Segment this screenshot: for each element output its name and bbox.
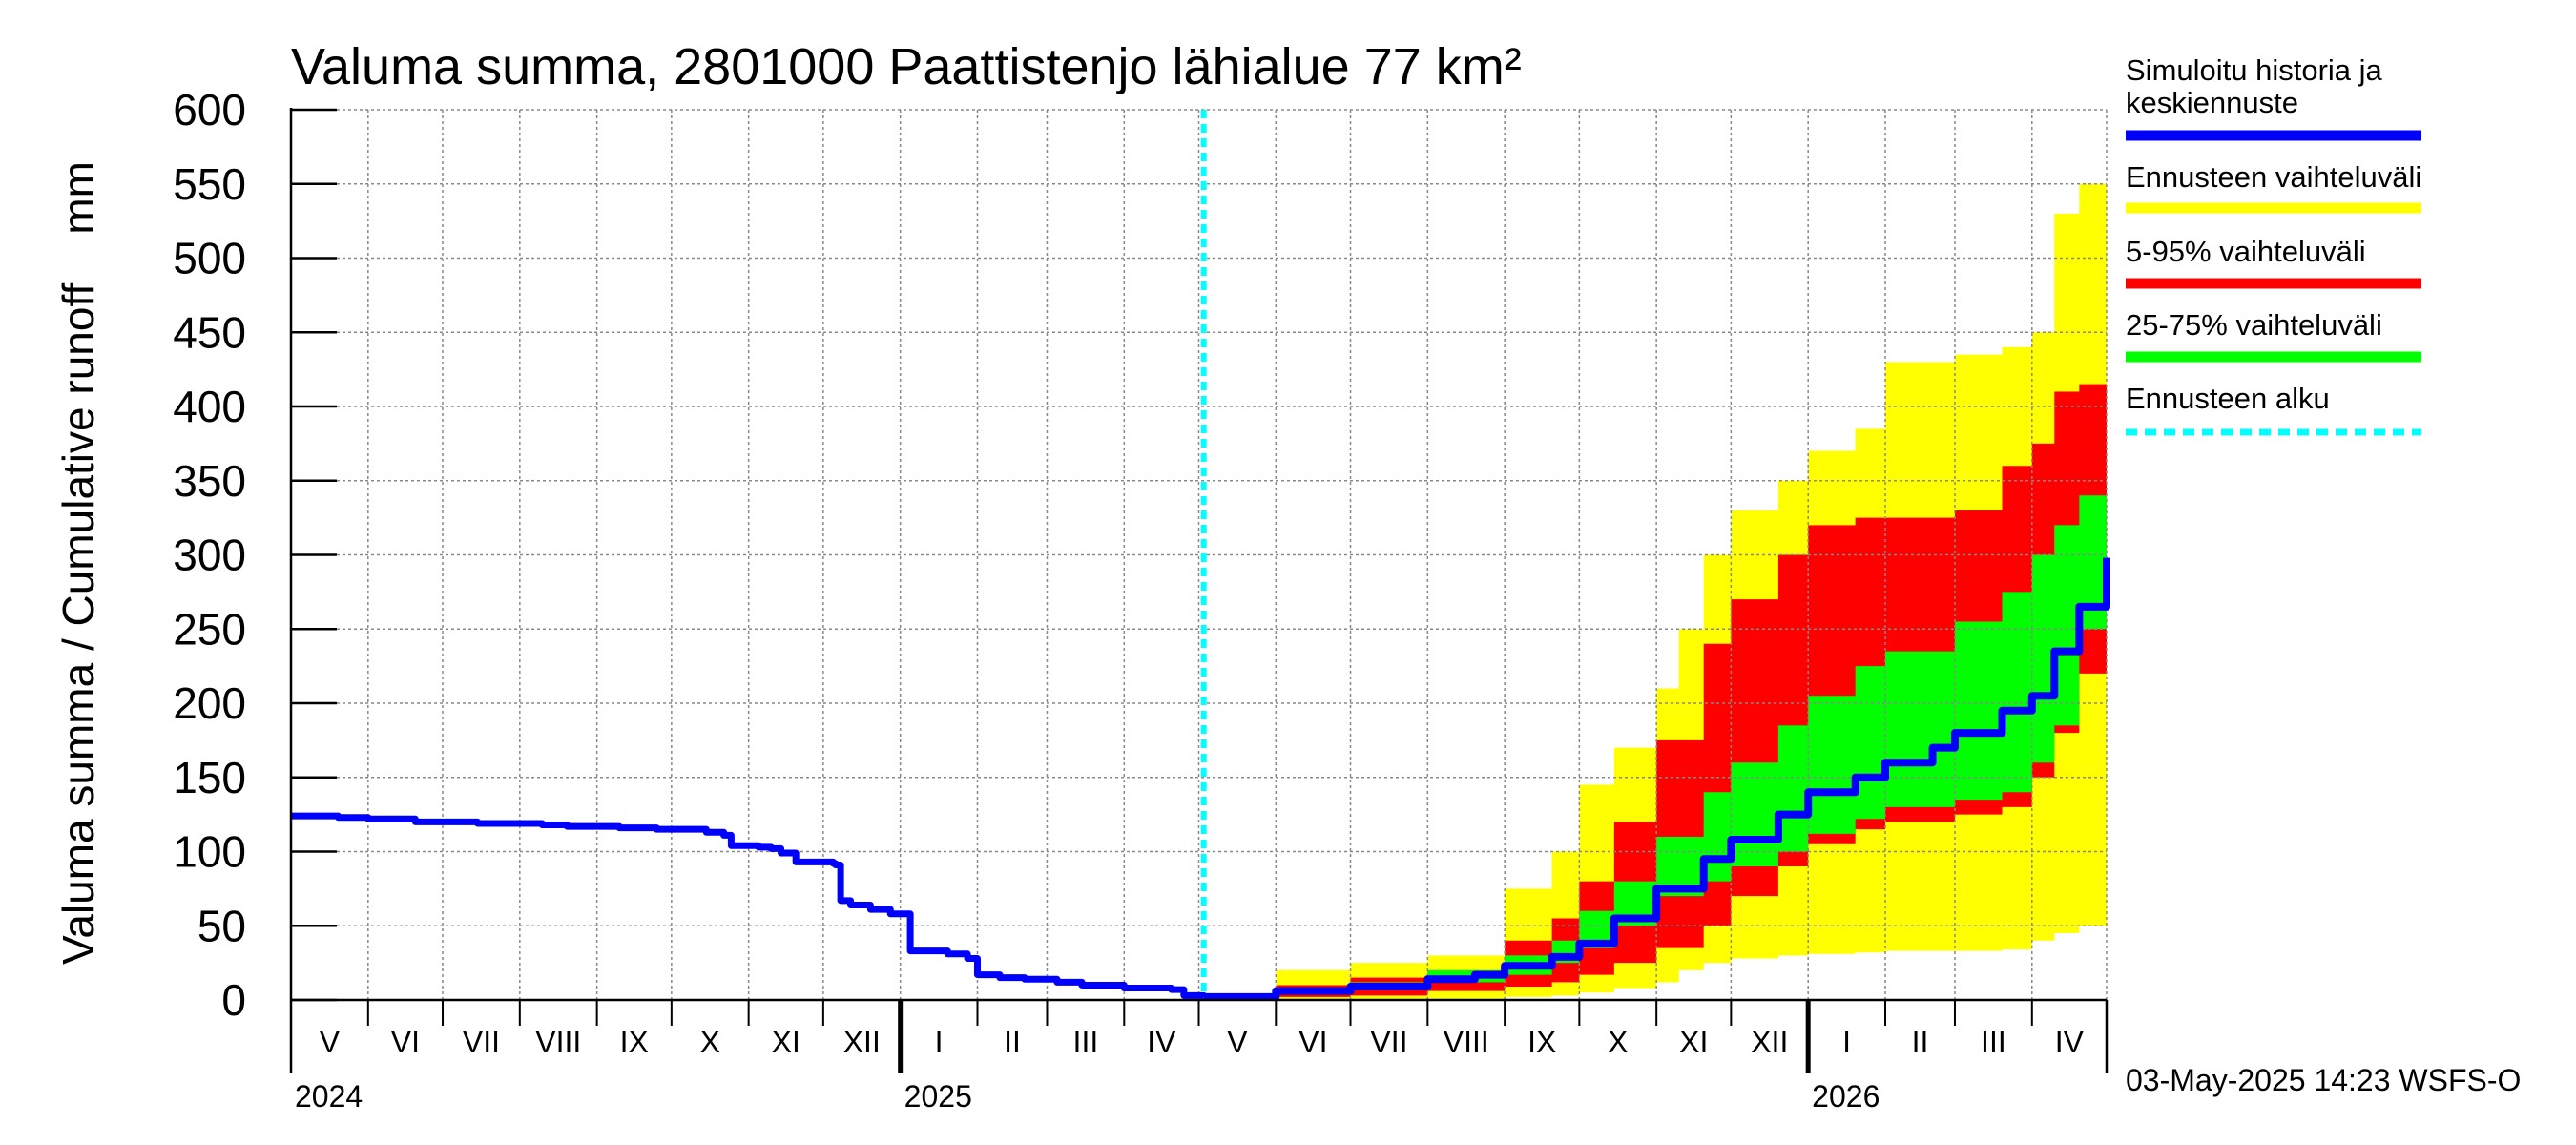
- y-tick-label: 550: [173, 159, 246, 209]
- legend-label: 25-75% vaihteluväli: [2126, 308, 2382, 342]
- month-label: V: [1227, 1025, 1248, 1059]
- y-tick-label: 500: [173, 234, 246, 283]
- chart-title: Valuma summa, 2801000 Paattistenjo lähia…: [291, 38, 1522, 95]
- y-tick-label: 250: [173, 604, 246, 654]
- month-label: III: [1981, 1025, 2006, 1059]
- y-tick-label: 0: [221, 975, 246, 1025]
- y-tick-label: 100: [173, 827, 246, 877]
- year-label: 2025: [904, 1079, 972, 1114]
- forecast-bands: [1203, 169, 2107, 1001]
- month-label: X: [700, 1025, 720, 1059]
- y-tick-label: 450: [173, 307, 246, 357]
- y-tick-label: 350: [173, 456, 246, 506]
- legend-label: keskiennuste: [2126, 86, 2298, 119]
- y-tick-label: 600: [173, 85, 246, 135]
- y-tick-label: 50: [197, 901, 246, 950]
- y-tick-label: 400: [173, 382, 246, 431]
- month-label: III: [1073, 1025, 1099, 1059]
- month-label: VI: [391, 1025, 420, 1059]
- month-label: VI: [1298, 1025, 1327, 1059]
- month-label: X: [1608, 1025, 1628, 1059]
- y-tick-label: 200: [173, 678, 246, 728]
- series-lines: [291, 110, 2110, 1001]
- grid-lines: [291, 109, 2108, 1000]
- month-label: IV: [1147, 1025, 1176, 1059]
- month-label: II: [1912, 1025, 1929, 1059]
- month-label: XI: [772, 1025, 800, 1059]
- legend-label: 5-95% vaihteluväli: [2126, 235, 2366, 268]
- footer-timestamp: 03-May-2025 14:23 WSFS-O: [2126, 1063, 2521, 1097]
- month-label: XI: [1679, 1025, 1708, 1059]
- month-label: I: [1842, 1025, 1851, 1059]
- y-ticks: 0 50 100 150 200 250 300 350 400 450 500 550 600: [173, 85, 337, 1025]
- y-tick-label: 150: [173, 753, 246, 802]
- month-label: VIII: [535, 1025, 581, 1059]
- year-label: 2024: [295, 1079, 363, 1114]
- month-label: IX: [1527, 1025, 1556, 1059]
- legend-label: Ennusteen alku: [2126, 382, 2330, 415]
- year-label: 2026: [1812, 1079, 1880, 1114]
- legend-label: Simuloitu historia ja: [2126, 53, 2383, 87]
- month-label: VIII: [1444, 1025, 1489, 1059]
- month-label: XII: [843, 1025, 881, 1059]
- month-label: V: [320, 1025, 341, 1059]
- month-label: I: [935, 1025, 944, 1059]
- legend-label: Ennusteen vaihteluväli: [2126, 160, 2421, 194]
- x-ticks: V VI VII VIII IX X XI XII I II III IV V VI VII VIII IX X X…: [295, 1000, 2085, 1114]
- month-label: IX: [620, 1025, 649, 1059]
- month-label: VII: [1370, 1025, 1407, 1059]
- month-label: XII: [1751, 1025, 1788, 1059]
- y-axis-label: Valuma summa / Cumulative runoff mm: [53, 161, 103, 965]
- month-label: II: [1004, 1025, 1021, 1059]
- y-tick-label: 300: [173, 531, 246, 580]
- mean-forecast-line: [1203, 557, 2110, 1001]
- month-label: IV: [2055, 1025, 2085, 1059]
- month-label: VII: [463, 1025, 500, 1059]
- band-5-95: [1203, 376, 2107, 1000]
- history-line: [291, 812, 1208, 999]
